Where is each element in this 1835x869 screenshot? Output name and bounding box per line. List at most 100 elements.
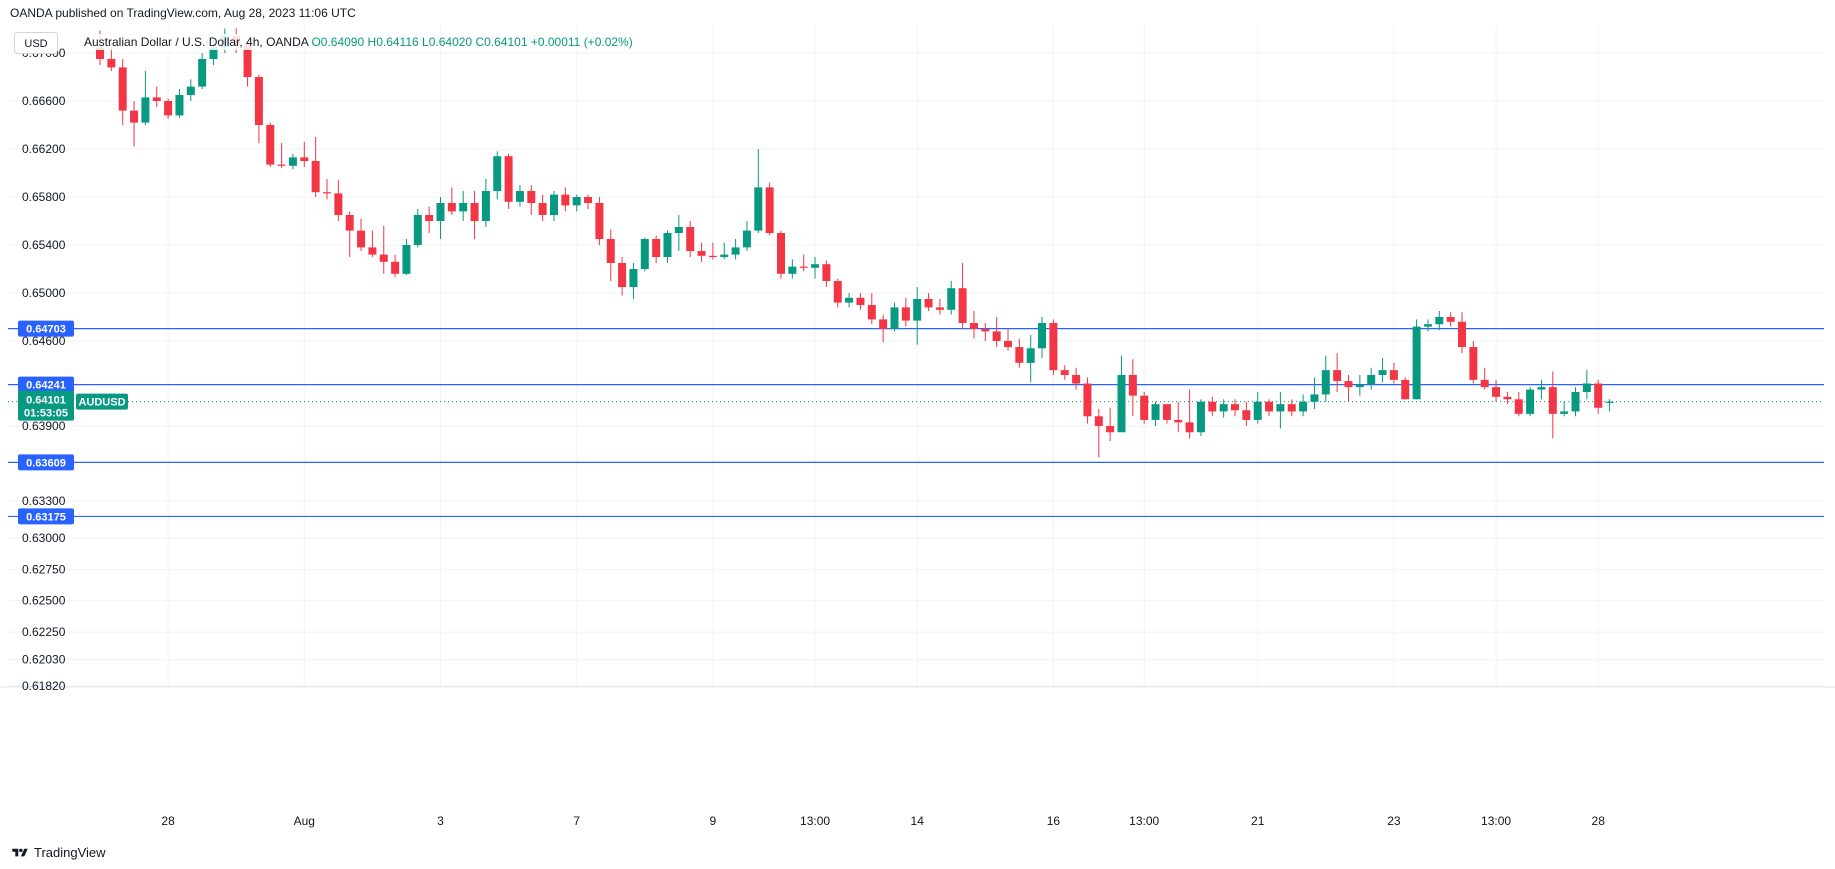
candle xyxy=(981,323,990,341)
candle-body xyxy=(1321,370,1330,395)
candle-body xyxy=(447,203,456,212)
candle xyxy=(742,221,751,251)
candle-body xyxy=(413,215,422,245)
candle xyxy=(833,278,842,308)
candle-body xyxy=(141,97,150,123)
candle-body xyxy=(311,161,320,193)
candle-body xyxy=(833,281,842,303)
candle-body xyxy=(504,156,513,202)
candle-body xyxy=(856,297,865,305)
current-price-label: 0.64101 xyxy=(26,395,66,407)
candle-body xyxy=(1151,404,1160,420)
candle xyxy=(811,257,820,279)
x-tick-label: 13:00 xyxy=(1481,814,1511,828)
candle xyxy=(357,218,366,251)
candle-body xyxy=(822,264,831,281)
candle-body xyxy=(1355,384,1364,388)
candle xyxy=(799,254,808,272)
candle xyxy=(425,206,434,233)
candle xyxy=(640,237,649,272)
legend-close: 0.64101 xyxy=(484,35,528,49)
candle-body xyxy=(1276,404,1285,412)
x-tick-label: 13:00 xyxy=(1129,814,1159,828)
candle xyxy=(141,71,150,125)
candle-body xyxy=(425,215,434,221)
candle xyxy=(1594,379,1603,414)
candle xyxy=(1605,399,1614,412)
level-price-tag xyxy=(18,454,74,471)
candle xyxy=(1208,396,1217,417)
y-tick-label: 0.62500 xyxy=(22,594,66,608)
candle-body xyxy=(708,255,717,257)
candle xyxy=(118,59,127,125)
candle-body xyxy=(481,191,490,221)
candle xyxy=(1412,319,1421,400)
candle-body xyxy=(913,299,922,321)
candle xyxy=(402,239,411,275)
y-tick-label: 0.66600 xyxy=(22,94,66,108)
candle xyxy=(1083,377,1092,424)
candle xyxy=(1389,362,1398,384)
candle-body xyxy=(1208,401,1217,412)
candle-body xyxy=(879,319,888,329)
candle xyxy=(1571,387,1580,417)
candle-body xyxy=(867,305,876,320)
candle-body xyxy=(1594,383,1603,408)
candle-body xyxy=(1299,401,1308,412)
candle-body xyxy=(901,307,910,321)
candle xyxy=(527,185,536,215)
candle xyxy=(1503,392,1512,405)
x-tick-label: 9 xyxy=(710,814,717,828)
candle xyxy=(1458,312,1466,354)
chart-legend: Australian Dollar / U.S. Dollar, 4h, OAN… xyxy=(82,34,635,50)
candle xyxy=(311,137,320,197)
candle-body xyxy=(1412,326,1421,400)
candle xyxy=(1299,394,1308,417)
candle xyxy=(1321,355,1330,402)
y-tick-label: 0.66200 xyxy=(22,142,66,156)
candle xyxy=(1094,409,1103,458)
legend-open: 0.64090 xyxy=(320,35,365,49)
candle-body xyxy=(981,329,990,332)
candle-body xyxy=(1106,426,1115,433)
candle xyxy=(379,225,388,274)
candle-body xyxy=(1162,404,1171,420)
candle-body xyxy=(1514,399,1523,414)
candle-body xyxy=(958,288,967,323)
legend-c-label: C xyxy=(475,35,485,49)
candle xyxy=(1151,401,1160,426)
candle-body xyxy=(1344,381,1353,388)
candle-body xyxy=(765,187,774,233)
candle xyxy=(1015,338,1024,368)
candle-body xyxy=(436,203,445,221)
tradingview-logo-icon xyxy=(12,848,28,856)
candle-body xyxy=(288,157,297,166)
candle xyxy=(708,242,717,260)
currency-selector[interactable]: USD xyxy=(14,32,58,54)
candle xyxy=(323,179,331,200)
candle-body xyxy=(368,247,377,255)
candle xyxy=(697,242,706,262)
x-tick-label: 23 xyxy=(1387,814,1401,828)
candle-body xyxy=(96,47,104,59)
candle-body xyxy=(470,203,479,221)
candle xyxy=(947,281,956,315)
candle xyxy=(198,53,207,89)
candle-body xyxy=(969,323,978,329)
candle-body xyxy=(1140,395,1149,420)
candle-body xyxy=(845,297,854,303)
candle-body xyxy=(1174,419,1183,423)
candle xyxy=(266,122,275,167)
candle-body xyxy=(799,266,808,268)
candle-body xyxy=(1548,387,1557,414)
candle-body xyxy=(1389,370,1398,380)
candle xyxy=(663,230,672,263)
candle-body xyxy=(629,269,638,287)
candle xyxy=(674,215,683,251)
candle xyxy=(1344,375,1353,402)
candle-body xyxy=(1060,370,1069,375)
candle-body xyxy=(1492,387,1501,397)
level-price-label: 0.63609 xyxy=(26,457,66,469)
candle xyxy=(175,89,184,118)
